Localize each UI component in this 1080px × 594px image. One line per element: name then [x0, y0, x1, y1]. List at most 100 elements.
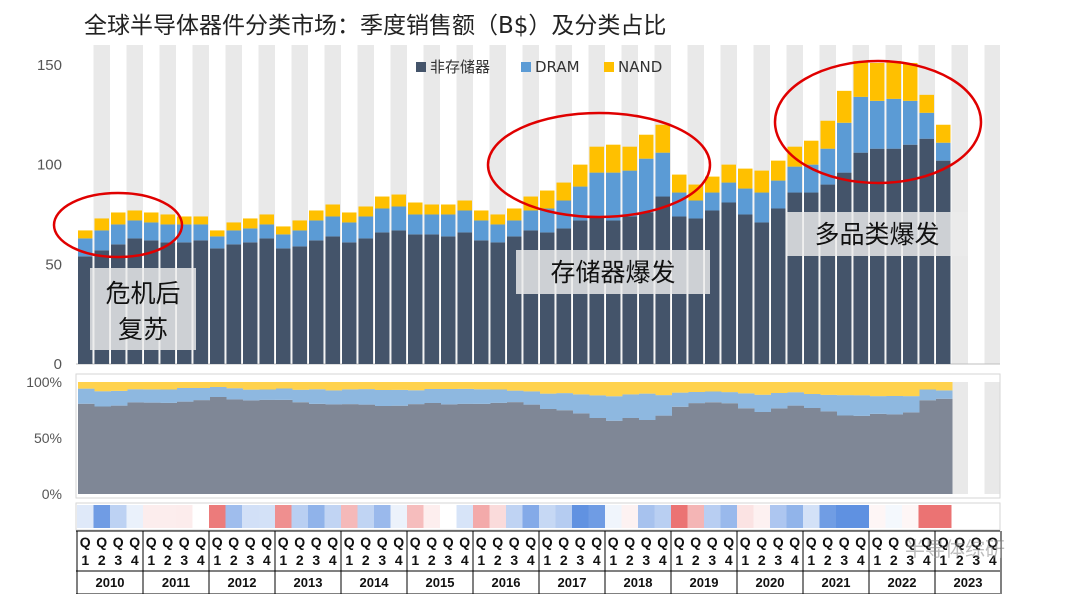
bar-dram	[787, 166, 802, 193]
band-pct	[951, 382, 968, 494]
quarter-label-number: 2	[626, 552, 634, 568]
quarter-label-prefix: Q	[228, 534, 239, 550]
quarter-label-number: 2	[494, 552, 502, 568]
quarter-label-number: 2	[230, 552, 238, 568]
quarter-label-number: 4	[923, 552, 931, 568]
quarter-label-prefix: Q	[822, 534, 833, 550]
bar-logic	[226, 244, 241, 364]
pct-y-tick-label: 100%	[26, 374, 62, 390]
bar-dram	[870, 100, 885, 149]
bar-nand	[936, 124, 951, 143]
quarter-label-prefix: Q	[591, 534, 602, 550]
bar-nand	[655, 124, 670, 153]
quarter-label-number: 1	[741, 552, 749, 568]
quarter-label-prefix: Q	[855, 534, 866, 550]
quarter-label-number: 2	[758, 552, 766, 568]
bar-logic	[474, 240, 489, 364]
heat-cell	[852, 505, 869, 528]
heat-cell	[836, 505, 853, 528]
quarter-label-number: 2	[692, 552, 700, 568]
quarter-label-prefix: Q	[575, 534, 586, 550]
bar-nand	[903, 62, 918, 101]
year-label: 2019	[690, 575, 719, 590]
highlight-ellipse	[773, 59, 983, 185]
bar-logic	[853, 152, 868, 364]
bar-dram	[111, 224, 126, 245]
band-pct	[984, 382, 1000, 494]
bar-nand	[342, 212, 357, 223]
bar-logic	[705, 210, 720, 364]
quarter-label-prefix: Q	[360, 534, 371, 550]
highlight-ellipse	[486, 111, 712, 219]
bar-dram	[259, 224, 274, 239]
quarter-label-number: 3	[180, 552, 188, 568]
annotation-box	[90, 268, 196, 350]
quarter-label-number: 4	[791, 552, 799, 568]
quarter-label-number: 3	[906, 552, 914, 568]
bar-nand	[886, 60, 901, 99]
bar-logic	[490, 242, 505, 364]
stacked-bars	[78, 60, 951, 364]
bar-logic	[754, 222, 769, 364]
heat-cell	[737, 505, 754, 528]
bar-nand	[589, 146, 604, 173]
heat-cell	[605, 505, 622, 528]
bar-dram	[771, 180, 786, 209]
main-axes: 0 50 100 150 0% 50% 100%	[26, 57, 1001, 502]
bar-logic	[408, 234, 423, 364]
bar-logic	[738, 214, 753, 364]
bar-nand	[375, 196, 390, 209]
bar-nand	[144, 212, 159, 223]
heat-cell	[555, 505, 572, 528]
bar-nand	[243, 218, 258, 229]
bar-dram	[523, 210, 538, 231]
bar-logic	[457, 232, 472, 364]
quarter-label-number: 2	[362, 552, 370, 568]
bar-dram	[837, 122, 852, 173]
quarter-label-number: 3	[378, 552, 386, 568]
year-label: 2021	[822, 575, 851, 590]
quarter-label-number: 1	[543, 552, 551, 568]
quarter-label-number: 1	[345, 552, 353, 568]
bar-dram	[606, 172, 621, 221]
bar-nand	[309, 210, 324, 221]
bar-dram	[457, 210, 472, 233]
bar-logic	[292, 246, 307, 364]
quarter-label-number: 3	[114, 552, 122, 568]
quarter-label-number: 4	[527, 552, 535, 568]
bar-dram	[622, 170, 637, 217]
bar-nand	[754, 170, 769, 193]
quarter-label-prefix: Q	[294, 534, 305, 550]
band-main	[951, 45, 968, 364]
bar-dram	[160, 224, 175, 243]
bar-dram	[853, 96, 868, 153]
heat-cell	[885, 505, 902, 528]
bar-nand	[804, 140, 819, 165]
quarter-label-number: 1	[477, 552, 485, 568]
heat-cell	[456, 505, 473, 528]
bar-dram	[309, 220, 324, 241]
change-heatmap	[75, 502, 1001, 531]
bar-logic	[721, 202, 736, 364]
y-tick-label: 100	[37, 157, 62, 174]
bar-logic	[193, 240, 208, 364]
heat-cell	[126, 505, 143, 528]
heat-cell	[902, 505, 919, 528]
bar-nand	[210, 230, 225, 237]
heat-cell	[357, 505, 374, 528]
quarter-label-number: 1	[213, 552, 221, 568]
quarter-label-number: 3	[642, 552, 650, 568]
bar-nand	[94, 218, 109, 231]
quarter-label-number: 3	[576, 552, 584, 568]
bar-nand	[111, 212, 126, 225]
quarter-label-prefix: Q	[905, 534, 916, 550]
bar-dram	[936, 142, 951, 161]
quarter-label-number: 2	[956, 552, 964, 568]
bar-dram	[721, 182, 736, 203]
bar-dram	[738, 188, 753, 215]
pct-area-logic	[78, 397, 953, 494]
bar-logic	[771, 208, 786, 364]
year-label: 2020	[756, 575, 785, 590]
bar-logic	[358, 238, 373, 364]
quarter-label-prefix: Q	[542, 534, 553, 550]
